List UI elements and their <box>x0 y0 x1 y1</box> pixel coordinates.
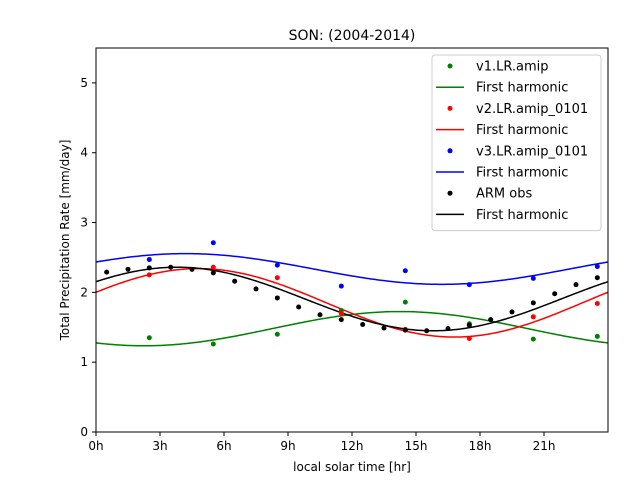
legend-marker-0 <box>447 63 453 69</box>
data-point-s2-2 <box>274 262 280 268</box>
data-point-s3-14 <box>402 327 408 333</box>
data-point-s3-10 <box>317 312 323 318</box>
data-point-s3-3 <box>168 264 174 270</box>
data-point-s3-0 <box>104 269 110 275</box>
x-tick-label: 3h <box>152 439 167 453</box>
x-tick-label: 15h <box>405 439 428 453</box>
data-point-s2-3 <box>338 283 344 289</box>
data-point-s0-0 <box>146 335 152 341</box>
data-point-s3-6 <box>232 278 238 284</box>
data-point-s2-1 <box>210 240 216 246</box>
legend-label-0: v1.LR.amip <box>476 60 549 75</box>
legend-label-2: v3.LR.amip_0101 <box>476 144 588 159</box>
y-axis-label: Total Precipitation Rate [mm/day] <box>58 140 72 342</box>
legend-marker-3 <box>447 190 453 196</box>
data-point-s3-4 <box>189 266 195 272</box>
data-point-s1-6 <box>530 314 536 320</box>
data-point-s0-1 <box>210 341 216 347</box>
data-point-s0-7 <box>594 333 600 339</box>
data-point-s1-2 <box>274 275 280 281</box>
y-tick-label: 1 <box>80 355 88 369</box>
harmonic-curve-1 <box>95 267 609 338</box>
data-point-s3-23 <box>594 275 600 281</box>
data-point-s3-1 <box>125 266 131 272</box>
data-point-s3-21 <box>552 291 558 297</box>
x-tick-label: 0h <box>88 439 103 453</box>
y-tick-label: 3 <box>80 216 88 230</box>
data-point-s3-16 <box>445 326 451 332</box>
legend-fit-label-0: First harmonic <box>476 81 568 96</box>
data-point-s3-12 <box>360 321 366 327</box>
data-point-s3-18 <box>488 317 494 323</box>
legend-label-3: ARM obs <box>476 187 532 202</box>
legend-fit-label-3: First harmonic <box>476 208 568 223</box>
data-point-s0-6 <box>530 336 536 342</box>
data-point-s1-5 <box>466 335 472 341</box>
x-tick-label: 18h <box>469 439 492 453</box>
data-point-s2-0 <box>146 257 152 263</box>
data-point-s3-13 <box>381 325 387 331</box>
data-point-s2-7 <box>594 264 600 270</box>
data-point-s1-3 <box>338 310 344 316</box>
data-point-s3-19 <box>509 309 515 315</box>
data-point-s0-2 <box>274 331 280 337</box>
data-point-s2-4 <box>402 268 408 274</box>
data-point-s2-6 <box>530 275 536 281</box>
data-point-s3-17 <box>466 322 472 328</box>
x-tick-label: 12h <box>341 439 364 453</box>
data-point-s3-5 <box>210 270 216 276</box>
data-point-s3-15 <box>424 328 430 334</box>
data-point-s1-7 <box>594 301 600 307</box>
x-tick-label: 6h <box>216 439 231 453</box>
chart-title: SON: (2004-2014) <box>289 28 416 44</box>
legend-label-1: v2.LR.amip_0101 <box>476 102 588 117</box>
data-point-s3-22 <box>573 282 579 288</box>
legend: v1.LR.amip First harmonic v2.LR.amip_0101 F… <box>431 54 602 232</box>
harmonic-curve-0 <box>95 310 609 347</box>
legend-marker-2 <box>447 148 453 154</box>
data-point-s1-0 <box>146 272 152 278</box>
data-point-s3-9 <box>296 304 302 310</box>
y-tick-label: 2 <box>80 285 88 299</box>
data-point-s3-11 <box>338 317 344 323</box>
harmonic-curve-2 <box>95 252 609 286</box>
data-point-s3-8 <box>274 295 280 301</box>
x-tick-label: 9h <box>280 439 295 453</box>
y-tick-label: 0 <box>80 425 88 439</box>
harmonic-curve-3 <box>95 266 609 332</box>
data-point-s3-7 <box>253 286 259 292</box>
y-tick-label: 5 <box>80 76 88 90</box>
legend-box <box>431 54 602 232</box>
legend-fit-label-1: First harmonic <box>476 123 568 138</box>
data-point-s2-5 <box>466 282 472 288</box>
data-point-s3-20 <box>530 300 536 306</box>
legend-fit-label-2: First harmonic <box>476 166 568 181</box>
y-tick-label: 4 <box>80 146 88 160</box>
data-point-s3-2 <box>146 265 152 271</box>
data-point-s0-4 <box>402 299 408 305</box>
x-axis-label: local solar time [hr] <box>293 460 411 474</box>
data-point-s1-1 <box>210 264 216 270</box>
legend-marker-1 <box>447 105 453 111</box>
x-tick-label: 21h <box>533 439 556 453</box>
